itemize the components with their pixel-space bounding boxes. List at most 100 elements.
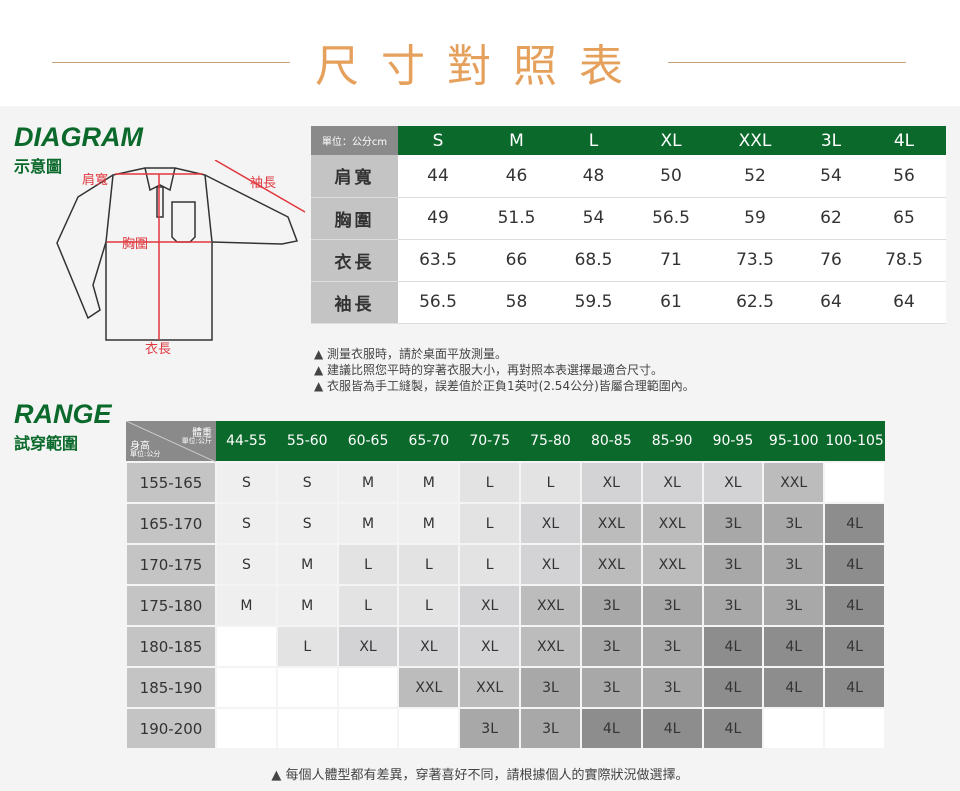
- table-row: 袖長 56.5 58 59.5 61 62.5 64 64: [311, 281, 946, 324]
- size-cell: L: [275, 625, 339, 668]
- shirt-diagram: 肩寬 袖長 胸圍 衣長: [56, 160, 306, 357]
- table-cell: 49: [398, 197, 478, 240]
- table-cell: 62: [800, 197, 862, 240]
- range-subheading: 試穿範圍: [14, 434, 79, 453]
- size-cell: [275, 707, 339, 750]
- row-label: 胸圍: [311, 197, 398, 240]
- size-cell: M: [336, 461, 400, 504]
- weight-header: 55-60: [276, 421, 338, 462]
- size-cell: M: [336, 502, 400, 545]
- size-header: S: [398, 126, 478, 155]
- size-cell: XXL: [579, 543, 643, 586]
- height-label: 190-200: [125, 707, 217, 750]
- size-cell: L: [519, 461, 582, 504]
- table-cell: 64: [800, 281, 862, 324]
- size-cell: XXL: [519, 584, 582, 627]
- table-cell: 61: [632, 281, 710, 324]
- corner-cell: 體重 單位:公斤 身高 單位:公分: [126, 421, 216, 462]
- size-cell: XXL: [762, 461, 826, 504]
- row-label: 袖長: [311, 281, 398, 324]
- size-cell: 4L: [640, 707, 704, 750]
- height-label: 身高: [130, 441, 150, 452]
- size-cell: M: [275, 543, 339, 586]
- table-row: 155-165 S S M M L L XL XL XL XXL: [125, 461, 886, 504]
- table-row: 175-180 M M L L XL XXL 3L 3L 3L 3L 4L: [125, 584, 886, 627]
- note: ▲ 建議比照您平時的穿著衣服大小，再對照本表選擇最適合尺寸。: [314, 363, 664, 377]
- chest-label: 胸圍: [122, 237, 148, 252]
- size-cell: L: [458, 543, 522, 586]
- weight-header: 70-75: [459, 421, 521, 462]
- table-cell: 56: [862, 155, 946, 198]
- size-cell: [762, 707, 826, 750]
- size-cell: [823, 461, 886, 504]
- table-cell: 62.5: [710, 281, 800, 324]
- size-cell: XL: [579, 461, 643, 504]
- table-cell: 52: [710, 155, 800, 198]
- header: 尺寸對照表: [0, 0, 960, 106]
- table-cell: 59.5: [555, 281, 632, 324]
- table-cell: 68.5: [555, 239, 632, 282]
- size-cell: S: [215, 543, 278, 586]
- size-cell: 4L: [762, 666, 826, 709]
- size-cell: 3L: [579, 625, 643, 668]
- weight-header: 75-80: [520, 421, 581, 462]
- size-cell: L: [336, 584, 400, 627]
- table-cell: 51.5: [478, 197, 555, 240]
- size-cell: M: [275, 584, 339, 627]
- table-cell: 73.5: [710, 239, 800, 282]
- height-label: 155-165: [125, 461, 217, 504]
- size-cell: 3L: [640, 666, 704, 709]
- table-row: 胸圍 49 51.5 54 56.5 59 62 65: [311, 197, 946, 240]
- size-cell: L: [397, 543, 461, 586]
- size-cell: 4L: [579, 707, 643, 750]
- size-header: 3L: [800, 126, 862, 155]
- weight-header: 90-95: [702, 421, 764, 462]
- size-cell: 3L: [579, 584, 643, 627]
- weight-header: 60-65: [337, 421, 399, 462]
- height-label: 180-185: [125, 625, 217, 668]
- size-cell: XXL: [458, 666, 522, 709]
- table-row: 185-190 XXL XXL 3L 3L 3L 4L 4L 4L: [125, 666, 886, 709]
- table-cell: 56.5: [398, 281, 478, 324]
- size-cell: 4L: [823, 502, 886, 545]
- size-cell: 4L: [823, 666, 886, 709]
- table-cell: 71: [632, 239, 710, 282]
- weight-header: 80-85: [580, 421, 642, 462]
- size-cell: XXL: [640, 502, 704, 545]
- size-cell: XL: [519, 543, 582, 586]
- range-table: 體重 單位:公斤 身高 單位:公分 44-55 55-60 60-65 65-70 70…: [125, 421, 886, 750]
- size-cell: XL: [458, 625, 522, 668]
- size-header: 4L: [862, 126, 946, 155]
- size-cell: XL: [458, 584, 522, 627]
- table-row: 165-170 S S M M L XL XXL XXL 3L 3L 4L: [125, 502, 886, 545]
- size-cell: 3L: [701, 584, 765, 627]
- row-label: 衣長: [311, 239, 398, 282]
- size-cell: XL: [397, 625, 461, 668]
- weight-unit: 單位:公斤: [181, 437, 212, 445]
- table-cell: 63.5: [398, 239, 478, 282]
- size-cell: 4L: [701, 707, 765, 750]
- sleeve-label: 袖長: [250, 176, 276, 191]
- weight-header: 85-90: [641, 421, 703, 462]
- height-label: 170-175: [125, 543, 217, 586]
- height-label: 175-180: [125, 584, 217, 627]
- notes: ▲ 測量衣服時，請於桌面平放測量。 ▲ 建議比照您平時的穿著衣服大小，再對照本表…: [314, 346, 695, 394]
- table-cell: 58: [478, 281, 555, 324]
- size-cell: [397, 707, 461, 750]
- size-cell: 3L: [519, 707, 582, 750]
- size-cell: XL: [336, 625, 400, 668]
- table-cell: 76: [800, 239, 862, 282]
- table-row: 肩寬 44 46 48 50 52 54 56: [311, 155, 946, 198]
- size-cell: [215, 707, 278, 750]
- table-cell: 78.5: [862, 239, 946, 282]
- size-cell: S: [275, 502, 339, 545]
- table-cell: 54: [800, 155, 862, 198]
- row-label: 肩寬: [311, 155, 398, 198]
- diagram-subheading: 示意圖: [14, 157, 63, 176]
- table-cell: 50: [632, 155, 710, 198]
- size-cell: 4L: [823, 543, 886, 586]
- size-header: L: [555, 126, 632, 155]
- size-cell: 3L: [519, 666, 582, 709]
- size-cell: XL: [519, 502, 582, 545]
- table-row: 衣長 63.5 66 68.5 71 73.5 76 78.5: [311, 239, 946, 282]
